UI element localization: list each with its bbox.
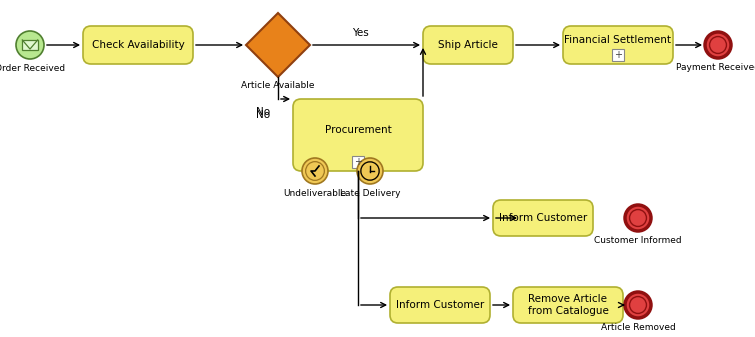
Circle shape [306,162,325,180]
Text: Payment Received: Payment Received [676,63,755,72]
Text: Yes: Yes [352,28,368,38]
Text: Financial Settlement: Financial Settlement [565,35,671,45]
Circle shape [361,162,379,180]
Text: Inform Customer: Inform Customer [499,213,587,223]
Text: Order Received: Order Received [0,64,65,73]
Text: Check Availability: Check Availability [91,40,184,50]
FancyBboxPatch shape [563,26,673,64]
FancyBboxPatch shape [423,26,513,64]
Text: Article Removed: Article Removed [601,323,676,332]
Circle shape [630,210,646,226]
Text: Customer Informed: Customer Informed [594,236,682,245]
Circle shape [710,36,726,54]
Text: Procurement: Procurement [325,125,391,135]
Text: Remove Article
from Catalogue: Remove Article from Catalogue [528,294,609,316]
Circle shape [705,32,731,58]
FancyBboxPatch shape [390,287,490,323]
Text: No: No [256,110,270,120]
Circle shape [357,158,383,184]
Text: Undeliverable: Undeliverable [283,189,347,198]
Polygon shape [246,13,310,77]
FancyBboxPatch shape [352,156,364,168]
Text: Ship Article: Ship Article [438,40,498,50]
Text: Article Available: Article Available [242,81,315,90]
Circle shape [16,31,44,59]
Text: +: + [614,50,622,60]
Circle shape [302,158,328,184]
Text: No: No [256,107,270,117]
Text: Inform Customer: Inform Customer [396,300,484,310]
Circle shape [630,297,646,313]
Text: Late Delivery: Late Delivery [340,189,400,198]
FancyBboxPatch shape [23,40,38,50]
FancyBboxPatch shape [513,287,623,323]
Circle shape [625,205,651,231]
FancyBboxPatch shape [83,26,193,64]
Text: +: + [354,157,362,167]
Circle shape [625,292,651,318]
FancyBboxPatch shape [293,99,423,171]
FancyBboxPatch shape [493,200,593,236]
FancyBboxPatch shape [612,49,624,61]
